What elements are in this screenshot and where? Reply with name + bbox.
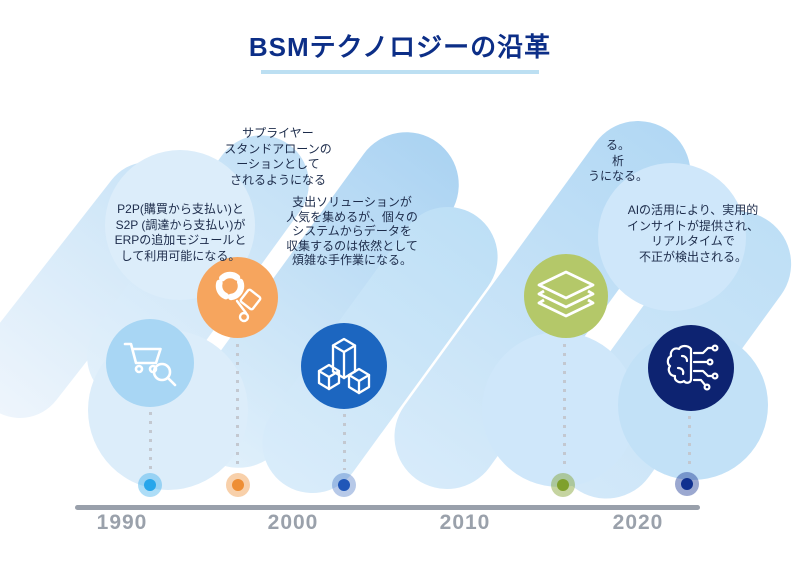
timeline-dot-2 <box>226 473 250 497</box>
timeline-dot-1 <box>138 473 162 497</box>
header: BSMテクノロジーの沿革 <box>0 27 800 74</box>
background-circle-3 <box>598 163 746 311</box>
milestone-3-description: 支出ソリューションが 人気を集めるが、個々の システムからデータを 収集するのは… <box>286 195 418 267</box>
connector-dotted-line-5 <box>688 416 691 470</box>
axis-year-2020: 2020 <box>612 511 664 534</box>
milestone-3-circle <box>301 323 387 409</box>
timeline-dot-4-core <box>557 479 569 491</box>
background-circle-4 <box>482 332 637 487</box>
connector-dotted-line-3 <box>343 414 346 470</box>
connector-dotted-line-1 <box>149 412 152 470</box>
brain-circuit-icon <box>661 341 721 395</box>
isometric-blocks-icon <box>314 335 374 397</box>
milestone-4-circle <box>524 254 608 338</box>
milestone-1-circle <box>106 319 194 407</box>
title-underline <box>261 70 539 74</box>
connector-dotted-line-4 <box>563 344 566 470</box>
axis-year-2000: 2000 <box>267 511 319 534</box>
milestone-5-circle <box>648 325 734 411</box>
timeline-dot-5-core <box>681 478 693 490</box>
milestone-4-description: る。 析 うになる。 <box>587 138 648 183</box>
timeline-dot-1-core <box>144 479 156 491</box>
milestone-2-description: サプライヤー スタンドアローンの ーションとして されるようになる <box>224 126 332 187</box>
cart-search-icon <box>121 338 179 388</box>
timeline-dot-3 <box>332 473 356 497</box>
timeline-dot-5 <box>675 472 699 496</box>
timeline-dot-4 <box>551 473 575 497</box>
page-title: BSMテクノロジーの沿革 <box>248 32 552 62</box>
axis-year-2010: 2010 <box>439 511 491 534</box>
milestone-2-circle <box>197 257 278 338</box>
milestone-1-description: P2P(購買から支払い)と S2P (調達から支払い)が ERPの追加モジュール… <box>114 202 247 263</box>
timeline-dot-3-core <box>338 479 350 491</box>
stacked-layers-icon <box>535 270 597 322</box>
milestone-5-description: AIの活用により、実用的 インサイトが提供され、 リアルタイムで 不正が検出され… <box>626 203 760 264</box>
axis-year-1990: 1990 <box>96 511 148 534</box>
timeline-axis-line <box>75 505 700 510</box>
timeline-dot-2-core <box>232 479 244 491</box>
pie-chart-dolly-icon <box>210 270 266 326</box>
connector-dotted-line-2 <box>236 344 239 470</box>
